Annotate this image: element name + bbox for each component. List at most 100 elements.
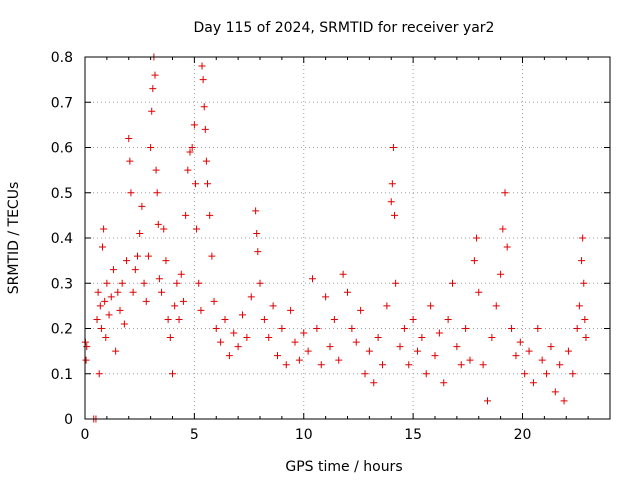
data-point: [525, 347, 533, 355]
chart-title: Day 115 of 2024, SRMTID for receiver yar…: [194, 20, 495, 36]
data-point: [204, 180, 211, 188]
data-point: [148, 107, 156, 115]
data-point: [188, 144, 196, 151]
data-point: [253, 229, 261, 237]
data-point: [575, 302, 583, 310]
data-point: [190, 121, 198, 129]
data-point: [217, 338, 225, 346]
data-point: [93, 315, 101, 323]
y-tick-label: 0.1: [51, 367, 73, 383]
data-point: [317, 361, 325, 369]
data-point: [547, 343, 555, 351]
data-point: [210, 297, 218, 305]
data-point: [309, 275, 316, 283]
data-point: [466, 356, 474, 364]
data-point: [300, 329, 308, 337]
x-tick-label: 0: [81, 427, 90, 443]
data-point: [198, 62, 206, 70]
data-point: [175, 315, 183, 323]
data-point: [149, 85, 157, 93]
y-tick-label: 0.8: [51, 50, 73, 66]
data-point: [100, 225, 108, 233]
data-point: [388, 180, 396, 188]
data-point: [199, 76, 207, 84]
data-point: [313, 325, 321, 332]
data-point: [422, 370, 430, 378]
data-point: [206, 211, 214, 219]
data-point: [120, 320, 128, 328]
data-point: [103, 279, 111, 287]
data-point: [560, 397, 568, 405]
data-point: [105, 311, 113, 319]
data-point: [200, 103, 208, 111]
data-point: [322, 293, 330, 301]
data-points: [81, 53, 590, 423]
data-point: [326, 343, 334, 351]
data-point: [453, 343, 461, 351]
data-point: [418, 334, 426, 342]
data-point: [162, 257, 170, 265]
data-point: [125, 134, 133, 142]
x-axis-title: GPS time / hours: [285, 459, 402, 475]
data-point: [201, 125, 209, 133]
data-point: [440, 379, 448, 387]
data-point: [435, 329, 443, 337]
data-point: [102, 334, 110, 342]
data-point: [230, 329, 238, 337]
data-point: [379, 361, 386, 369]
data-point: [184, 166, 192, 174]
axis-ticks: [84, 56, 610, 420]
data-point: [152, 166, 160, 174]
y-tick-label: 0.5: [51, 186, 73, 202]
data-point: [99, 243, 106, 251]
data-point: [142, 297, 150, 305]
data-point: [352, 338, 360, 346]
data-point: [492, 302, 500, 310]
data-point: [260, 315, 268, 323]
data-point: [171, 302, 179, 310]
data-point: [134, 252, 141, 260]
data-point: [221, 315, 229, 323]
data-point: [256, 279, 264, 287]
data-point: [501, 189, 509, 197]
data-point: [389, 144, 397, 151]
data-point: [579, 234, 587, 242]
data-point: [112, 347, 120, 355]
data-point: [82, 356, 90, 364]
x-tick-labels: 0 5 10 15 20: [81, 427, 532, 443]
data-point: [191, 180, 199, 188]
data-point: [551, 388, 559, 396]
data-point: [144, 252, 152, 260]
data-point: [457, 361, 465, 369]
data-point: [391, 211, 399, 219]
data-point: [449, 279, 456, 287]
data-point: [387, 198, 395, 206]
data-point: [538, 356, 546, 364]
data-point: [462, 325, 470, 332]
data-point: [357, 306, 365, 314]
data-point: [197, 306, 205, 314]
data-point: [409, 315, 417, 323]
y-tick-label: 0.6: [51, 141, 73, 157]
data-point: [488, 334, 496, 342]
data-point: [147, 144, 155, 151]
data-point: [396, 343, 404, 351]
x-tick-label: 20: [514, 427, 532, 443]
data-point: [516, 338, 524, 346]
data-point: [475, 288, 483, 296]
data-point: [497, 270, 505, 278]
data-point: [503, 243, 511, 251]
data-point: [154, 220, 162, 228]
data-point: [109, 266, 117, 274]
data-point: [573, 325, 581, 332]
y-tick-labels: 0 0.1 0.2 0.3 0.4 0.5 0.6 0.7 0.8: [51, 50, 73, 428]
data-point: [243, 334, 251, 342]
data-point: [151, 71, 159, 79]
data-point: [116, 306, 124, 314]
data-point: [212, 325, 220, 332]
data-point: [173, 279, 181, 287]
data-point: [252, 207, 260, 215]
data-point: [269, 302, 277, 310]
data-point: [254, 248, 262, 256]
grid-lines: [85, 57, 610, 419]
